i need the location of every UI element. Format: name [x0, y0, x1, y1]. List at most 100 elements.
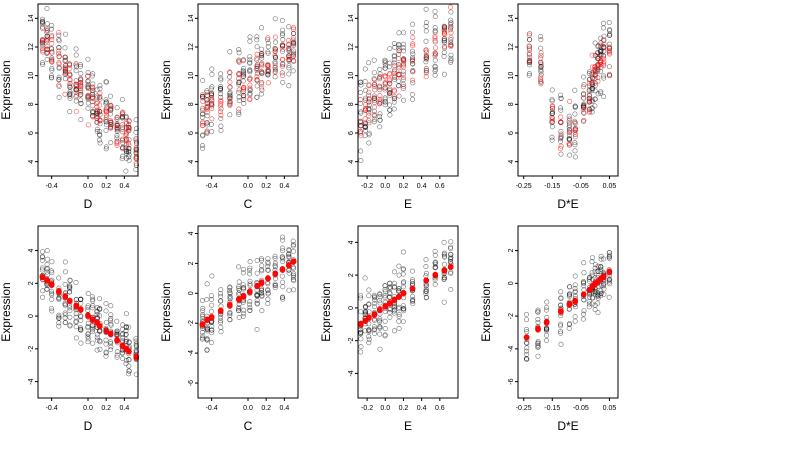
data-point [56, 312, 62, 318]
data-point [44, 21, 50, 27]
data-point [448, 270, 454, 276]
data-point [401, 306, 407, 312]
fitted-point [272, 63, 278, 69]
data-point [254, 37, 260, 43]
data-point [366, 287, 372, 293]
data-point [589, 87, 595, 93]
data-point [89, 99, 95, 105]
partial-fit-point [56, 287, 62, 294]
data-point [581, 74, 587, 80]
data-point [62, 312, 68, 318]
fitted-point [607, 45, 613, 51]
fitted-point [423, 47, 429, 53]
data-point [120, 355, 126, 361]
fitted-point [580, 84, 586, 90]
data-point [572, 103, 578, 109]
data-point [401, 97, 407, 103]
fitted-point [549, 105, 556, 111]
fitted-point [272, 69, 278, 75]
y-tick-label: 12 [188, 43, 195, 51]
x-tick-label: -0.05 [573, 405, 589, 412]
fitted-point [227, 102, 233, 108]
data-point [401, 308, 407, 314]
data-point [39, 18, 45, 24]
fitted-point [204, 109, 210, 115]
data-point [123, 331, 129, 337]
partial-fit-point [286, 261, 292, 268]
fitted-point [85, 73, 91, 79]
x-tick-label: -0.4 [206, 183, 218, 190]
fitted-point [598, 64, 604, 70]
data-point [441, 253, 447, 259]
data-point [391, 269, 397, 275]
data-point [97, 306, 103, 312]
data-point [592, 75, 598, 81]
data-point [601, 33, 607, 39]
data-point [391, 96, 397, 102]
data-point [62, 310, 68, 316]
data-point [544, 299, 550, 305]
data-point [606, 255, 612, 261]
y-tick-label: 12 [28, 43, 35, 51]
fitted-point [94, 113, 100, 119]
data-point [48, 305, 54, 311]
data-point [62, 281, 68, 287]
data-point [44, 266, 50, 272]
data-point [586, 298, 592, 304]
data-point [382, 318, 388, 324]
fitted-point [123, 133, 129, 139]
x-tick-label: 0.4 [279, 183, 289, 190]
y-tick-label: 4 [188, 160, 195, 164]
data-point [567, 133, 573, 139]
data-point [600, 256, 606, 262]
data-point [432, 252, 438, 258]
fitted-point [85, 122, 91, 128]
y-tick-label: 4 [28, 249, 35, 253]
partial-fit-point [227, 301, 233, 308]
data-point [387, 102, 393, 108]
fitted-point [49, 58, 55, 64]
data-point [549, 109, 555, 115]
data-point [572, 111, 578, 117]
data-point [423, 257, 429, 263]
data-point [448, 20, 454, 26]
x-tick-label: -0.15 [544, 405, 560, 412]
fitted-point [218, 103, 224, 109]
panel-2: -0.4 0.0 0.2 0.4 4 6 8 10 12 14 C Expression [159, 3, 299, 211]
fitted-point [358, 122, 364, 128]
panel-8: -0.25 -0.15 -0.05 0.05 -6 -4 -2 0 2 D*E Expression [479, 225, 619, 433]
data-point [441, 71, 447, 77]
data-point [218, 291, 224, 297]
data-point [200, 93, 206, 99]
data-point [558, 92, 564, 98]
fitted-point [62, 54, 69, 60]
fitted-point [259, 70, 265, 76]
partial-fit-point [77, 307, 84, 313]
data-point [103, 337, 109, 343]
data-point [366, 336, 372, 342]
x-tick-label: -0.2 [361, 183, 373, 190]
fitted-point [218, 112, 224, 118]
data-point [48, 268, 54, 274]
fitted-point [200, 98, 206, 104]
data-point [204, 347, 210, 353]
y-tick-label: 0 [508, 281, 515, 285]
data-point [377, 124, 383, 130]
data-point [240, 270, 246, 276]
partial-fit-point [572, 299, 578, 306]
data-point [523, 326, 529, 332]
data-point [227, 295, 233, 301]
data-point [549, 87, 555, 93]
fitted-point [387, 70, 393, 77]
data-point [567, 152, 573, 158]
data-point [199, 336, 205, 342]
data-point [572, 285, 578, 291]
data-point [558, 105, 564, 111]
fitted-point [592, 69, 598, 75]
data-point [78, 325, 84, 331]
data-point [366, 132, 372, 138]
data-point [123, 145, 129, 151]
fitted-point [566, 140, 572, 146]
data-point [448, 239, 454, 245]
fitted-point [126, 118, 132, 124]
